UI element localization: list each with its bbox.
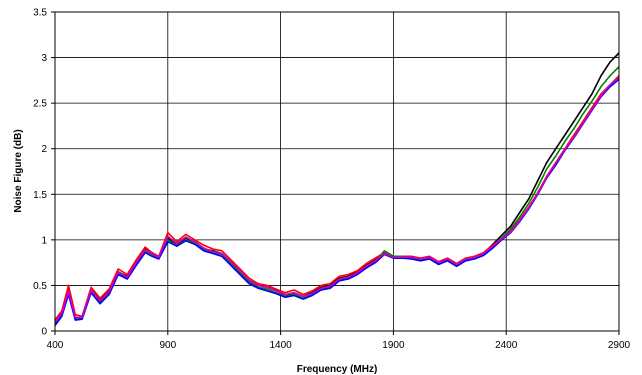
y-tick-label: 3.5 — [33, 8, 47, 19]
x-tick-label: 2900 — [608, 340, 631, 351]
y-axis-title: Noise Figure (dB) — [13, 129, 24, 212]
series-lines — [54, 52, 620, 326]
x-tick-label: 400 — [47, 340, 64, 351]
y-tick-label: 0 — [41, 327, 47, 338]
y-tick-label: 2.5 — [33, 99, 47, 110]
plot-frame — [54, 11, 620, 332]
x-axis-ticks: 400 900 1400 1900 2400 2900 — [47, 331, 631, 351]
y-tick-label: 1 — [41, 235, 47, 246]
y-tick-label: 3 — [41, 53, 47, 64]
x-tick-label: 2400 — [495, 340, 518, 351]
x-tick-label: 900 — [159, 340, 176, 351]
x-axis-title: Frequency (MHz) — [297, 364, 378, 375]
x-tick-label: 1900 — [382, 340, 405, 351]
series-line-4 — [54, 78, 620, 326]
y-tick-label: 0.5 — [33, 281, 47, 292]
y-axis-ticks: 0 0.5 1 1.5 2 2.5 3 3.5 — [33, 8, 55, 338]
x-tick-label: 1400 — [269, 340, 292, 351]
series-line-5 — [54, 76, 620, 323]
y-tick-label: 1.5 — [33, 190, 47, 201]
y-tick-label: 2 — [41, 144, 47, 155]
